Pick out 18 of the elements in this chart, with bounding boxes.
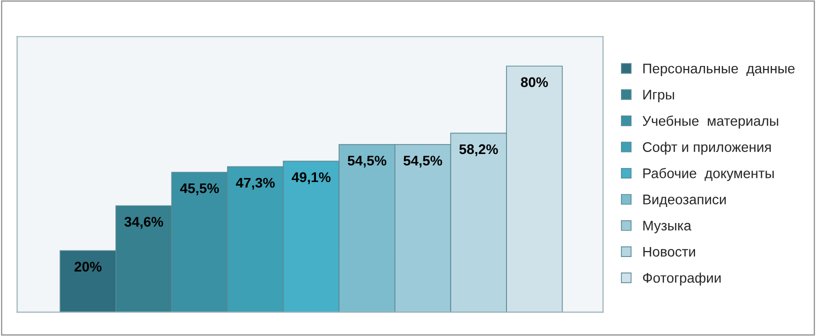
legend-label: Рабочие документы: [643, 168, 774, 181]
data-label: 47,3%: [236, 178, 275, 190]
legend-label: Музыка: [643, 220, 692, 234]
data-label: 45,5%: [180, 183, 219, 196]
data-label: 80%: [520, 77, 548, 88]
legend-label: Игры: [643, 90, 674, 102]
data-label: 54,5%: [348, 156, 386, 168]
legend-label: Видеозаписи: [643, 194, 726, 208]
legend-label: Новости: [643, 246, 696, 257]
data-label: 54,5%: [404, 156, 442, 168]
data-label: 34,6%: [124, 216, 164, 229]
legend-label: Фотографии: [643, 272, 721, 286]
legend-label: Персональные данные: [643, 64, 795, 76]
legend-label: Учебные материалы: [642, 116, 778, 129]
data-label: 49,1%: [292, 172, 331, 184]
data-label: 20%: [74, 262, 102, 272]
data-label: 58,2%: [459, 144, 498, 156]
legend-label: Софт и приложения: [642, 142, 771, 155]
